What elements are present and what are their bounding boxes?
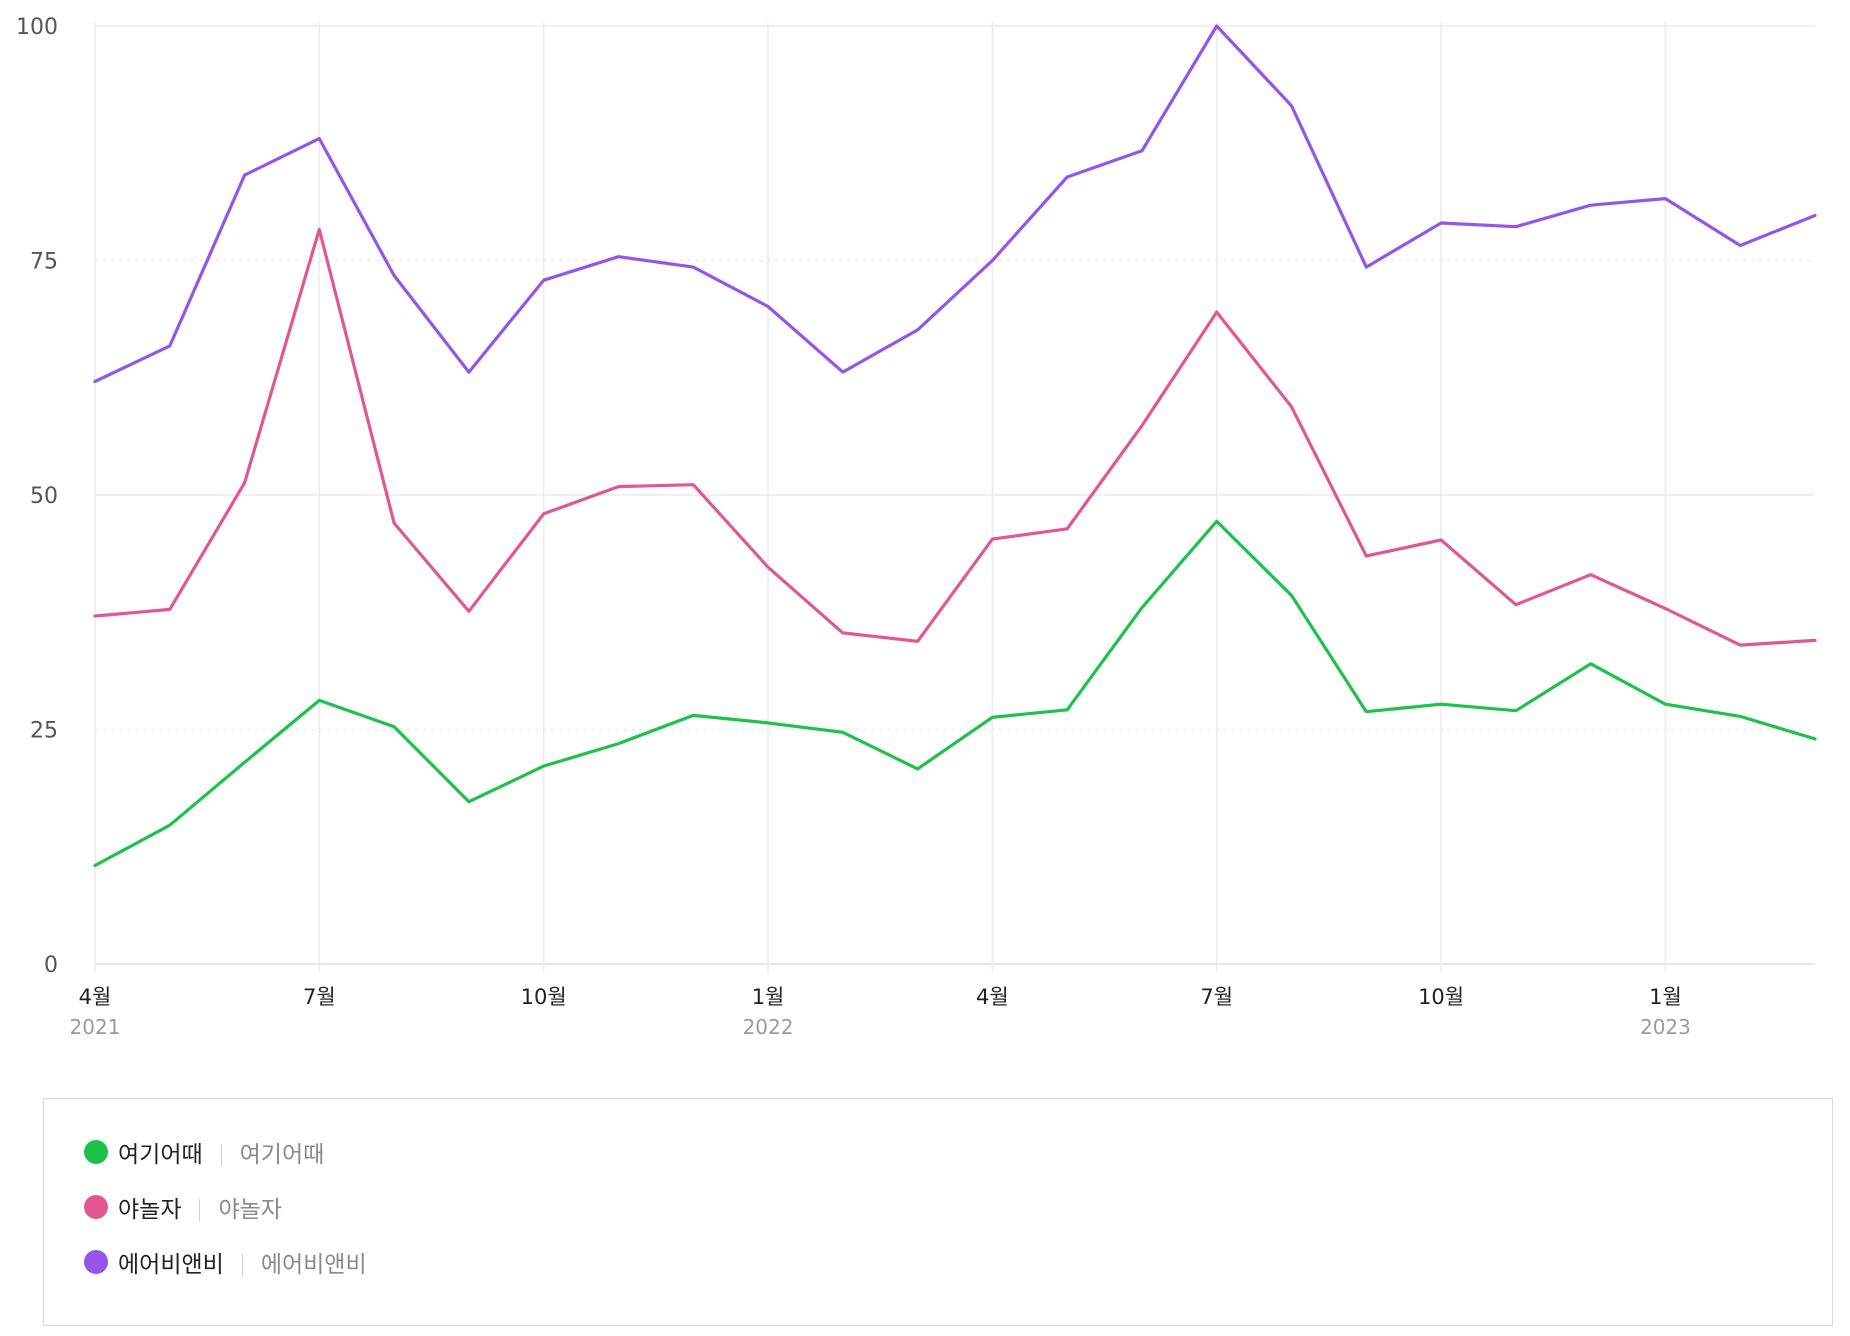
- legend-sublabel: 여기어때: [239, 1142, 325, 1168]
- legend-dot-yanolja: [84, 1195, 108, 1219]
- y-tick-label: 75: [30, 250, 58, 275]
- legend: 여기어때 여기어때 야놀자 야놀자 에어비앤비 에어비앤비: [43, 1098, 1833, 1326]
- legend-item-airbnb[interactable]: 에어비앤비 에어비앤비: [84, 1245, 367, 1279]
- x-tick-label: 1월: [752, 985, 785, 1009]
- series-line-1: [93, 227, 1817, 647]
- y-tick-label: 25: [30, 719, 58, 744]
- x-tick-label: 10월: [521, 985, 567, 1009]
- x-tick-label: 10월: [1418, 985, 1464, 1009]
- legend-dot-yeogieottae: [84, 1140, 108, 1164]
- y-tick-label: 0: [44, 953, 58, 978]
- legend-item-yeogieottae[interactable]: 여기어때 여기어때: [84, 1135, 324, 1169]
- x-axis-tick-labels: 4월 2021 7월 10월 1월 2022 4월 7월 10월 1월 2023: [70, 985, 1691, 1039]
- x-year-label: 2021: [70, 1015, 121, 1039]
- legend-label: 여기어때: [118, 1142, 203, 1168]
- x-year-label: 2022: [743, 1015, 794, 1039]
- x-year-label: 2023: [1640, 1015, 1691, 1039]
- x-tick-label: 1월: [1649, 985, 1682, 1009]
- series-line-0: [93, 519, 1817, 868]
- legend-item-yanolja[interactable]: 야놀자 야놀자: [84, 1190, 282, 1224]
- gridlines: [94, 22, 1815, 972]
- x-tick-label: 7월: [1200, 985, 1233, 1009]
- x-tick-label: 4월: [976, 985, 1009, 1009]
- legend-separator: [220, 1144, 222, 1166]
- y-tick-label: 50: [30, 484, 58, 509]
- y-tick-label: 100: [16, 15, 58, 40]
- legend-label: 야놀자: [118, 1197, 182, 1223]
- line-chart: 0 25 50 75 100 4월 2021 7월 10월 1월 2022 4월 7월 10월 1월 202…: [16, 15, 1817, 1039]
- series-line-2: [93, 24, 1817, 384]
- legend-separator: [241, 1254, 243, 1276]
- legend-separator: [199, 1199, 201, 1221]
- legend-sublabel: 야놀자: [218, 1197, 282, 1223]
- legend-dot-airbnb: [84, 1250, 108, 1274]
- series-lines: [93, 24, 1817, 868]
- legend-sublabel: 에어비앤비: [260, 1252, 367, 1278]
- y-axis-tick-labels: 0 25 50 75 100: [16, 15, 58, 978]
- x-tick-label: 7월: [303, 985, 336, 1009]
- legend-label: 에어비앤비: [118, 1252, 224, 1278]
- x-tick-label: 4월: [79, 985, 112, 1009]
